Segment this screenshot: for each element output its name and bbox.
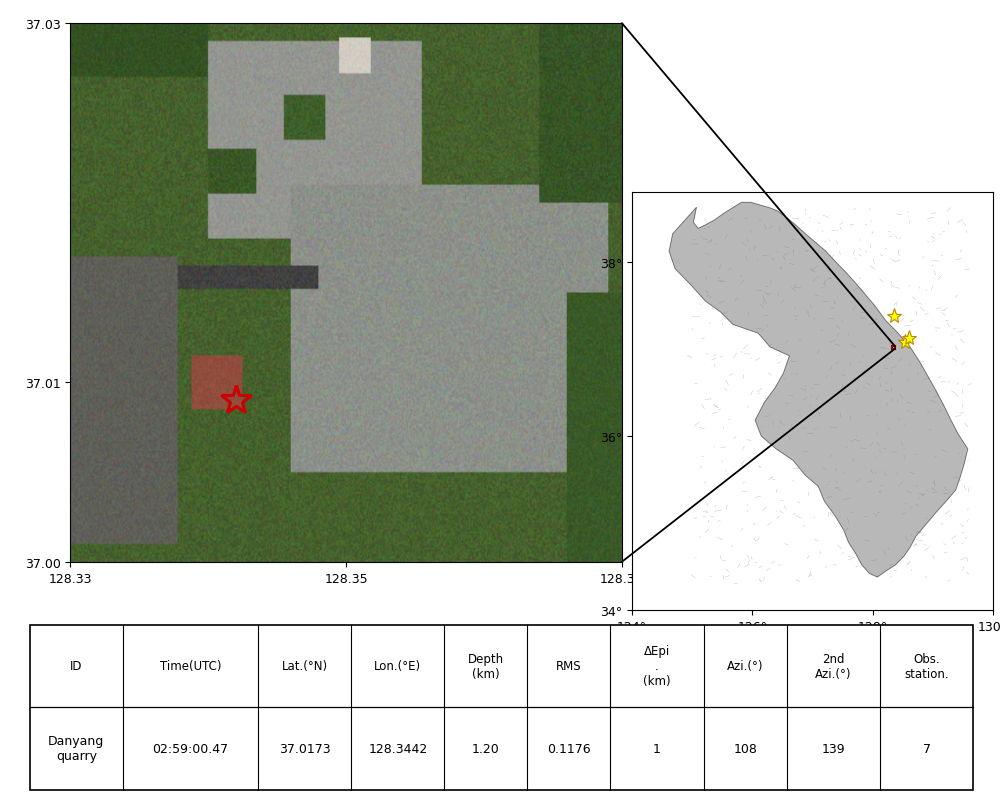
Text: Obs.
station.: Obs. station. xyxy=(904,652,948,680)
Text: 1.20: 1.20 xyxy=(472,742,499,755)
Text: Lat.(°N): Lat.(°N) xyxy=(282,659,328,672)
Text: 108: 108 xyxy=(732,742,757,755)
Text: 139: 139 xyxy=(821,742,845,755)
Bar xyxy=(892,347,894,349)
Text: ΔEpi
.
(km): ΔEpi . (km) xyxy=(642,645,670,687)
Text: ID: ID xyxy=(70,659,82,672)
Text: 128.3442: 128.3442 xyxy=(368,742,427,755)
Text: RMS: RMS xyxy=(555,659,581,672)
Text: Depth
(km): Depth (km) xyxy=(467,652,504,680)
Polygon shape xyxy=(668,203,967,577)
Polygon shape xyxy=(757,638,829,678)
Text: 0.1176: 0.1176 xyxy=(546,742,590,755)
Text: 02:59:00.47: 02:59:00.47 xyxy=(152,742,228,755)
Text: Danyang
quarry: Danyang quarry xyxy=(48,734,104,762)
Text: 1: 1 xyxy=(652,742,660,755)
Text: Time(UTC): Time(UTC) xyxy=(159,659,221,672)
Text: 37.0173: 37.0173 xyxy=(279,742,330,755)
Text: Azi.(°): Azi.(°) xyxy=(726,659,763,672)
Text: 7: 7 xyxy=(922,742,930,755)
Text: 2nd
Azi.(°): 2nd Azi.(°) xyxy=(815,652,851,680)
Text: Lon.(°E): Lon.(°E) xyxy=(374,659,421,672)
FancyBboxPatch shape xyxy=(30,626,972,789)
